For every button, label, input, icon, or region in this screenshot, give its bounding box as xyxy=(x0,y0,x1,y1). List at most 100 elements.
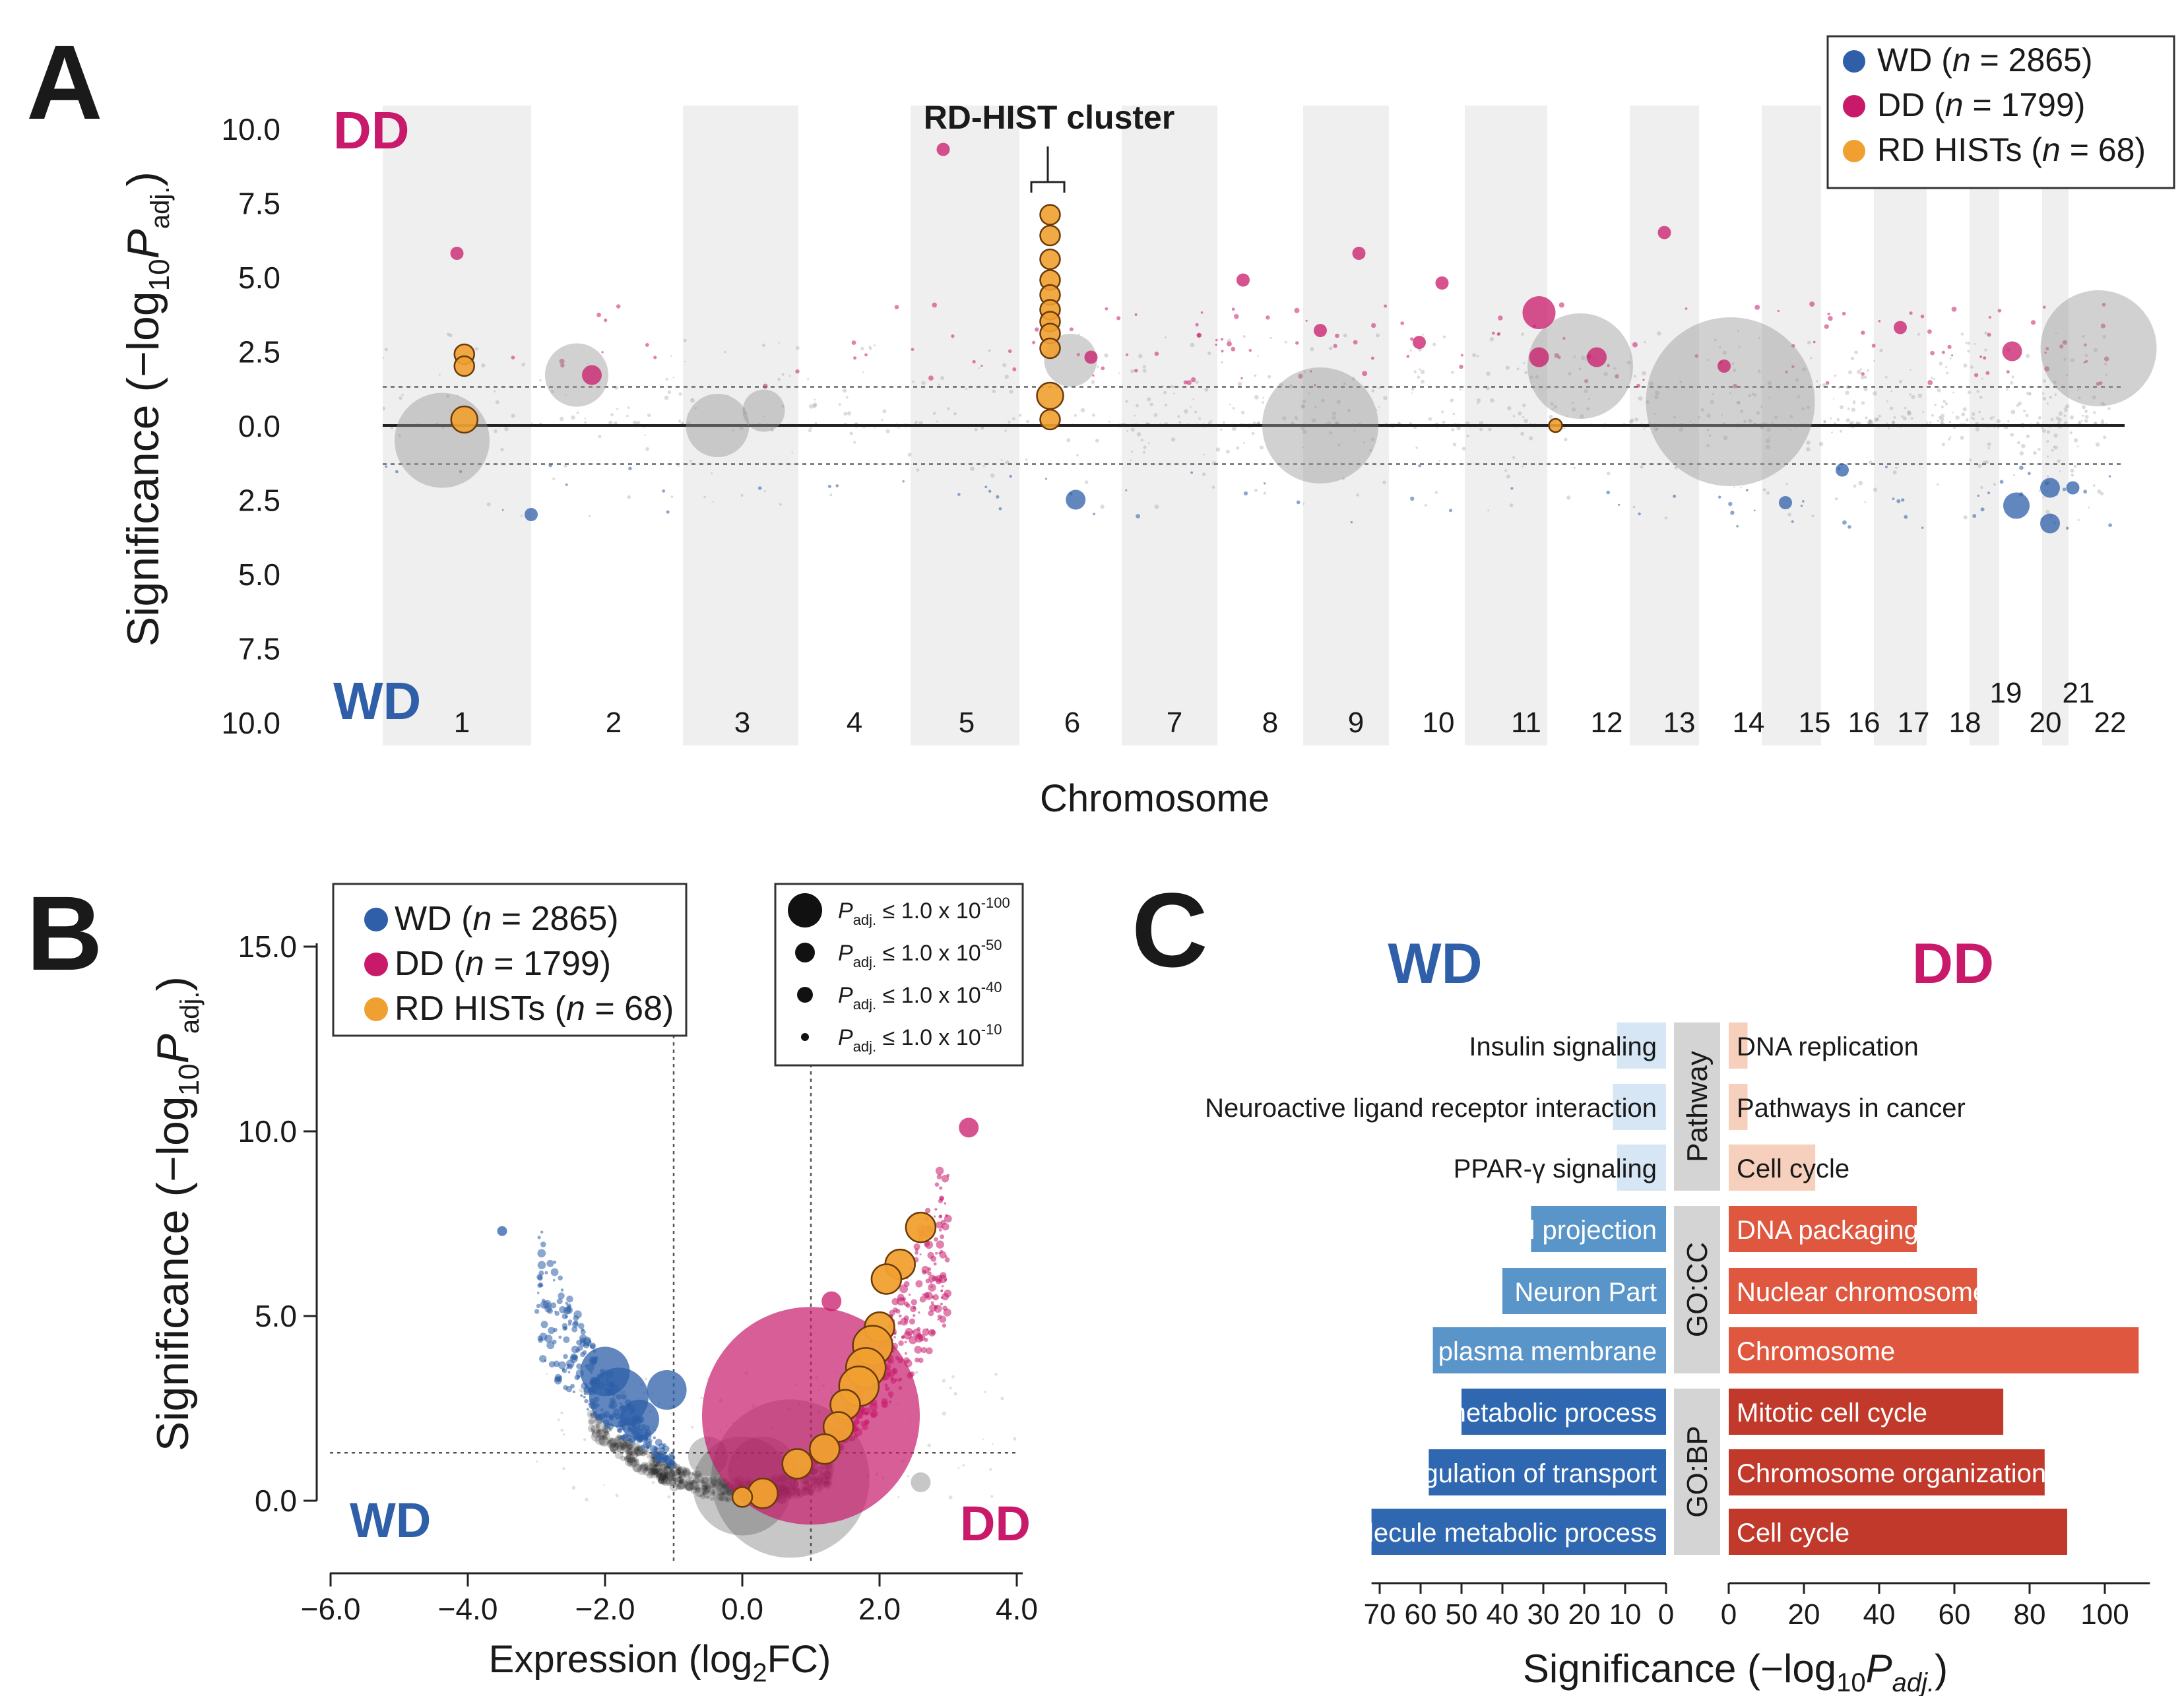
chromosome-label-4: 4 xyxy=(847,707,862,739)
dd-term-6: Chromosome xyxy=(1737,1337,1895,1366)
wd-point-36 xyxy=(2003,492,2030,519)
dd-bar-9 xyxy=(1729,1509,2067,1555)
panel-c-right-ticklabel-3: 40 xyxy=(1863,1598,1896,1631)
rd-point-8 xyxy=(1039,204,1061,226)
size-legend-circle-3 xyxy=(797,987,813,1003)
panel-b-legend-label-rd: RD HISTs (n = 68) xyxy=(395,989,674,1028)
wd-volcano-point-3 xyxy=(620,1399,659,1439)
chromosome-label-1: 1 xyxy=(454,707,470,739)
size-legend-label-4: Padj. ≤ 1.0 x 10-10 xyxy=(838,1021,1002,1055)
panel-b-legend-label-wd: WD (n = 2865) xyxy=(395,900,619,938)
panel-b-legend-label-dd: DD (n = 1799) xyxy=(395,945,611,983)
chromosome-label-18: 18 xyxy=(1949,707,1981,739)
rd-volcano-point-23 xyxy=(809,1433,841,1465)
panel-b-legend-swatch-wd xyxy=(364,908,388,931)
panel-b-legend-box xyxy=(332,883,688,1037)
chromosome-label-15: 15 xyxy=(1799,707,1831,739)
legend-swatch-rd xyxy=(1843,140,1865,162)
chromosome-label-8: 8 xyxy=(1262,707,1278,739)
wd-point-32 xyxy=(1779,496,1792,509)
panel-b-ytick-3: 5.0 xyxy=(255,1299,297,1333)
size-legend-label-2: Padj. ≤ 1.0 x 10-50 xyxy=(838,937,1002,970)
dd-term-3: Cell cycle xyxy=(1737,1154,1849,1183)
wd-point-19 xyxy=(1066,489,1086,510)
chromosome-label-12: 12 xyxy=(1591,707,1623,739)
panel-a-legend-box xyxy=(1826,35,2175,189)
chromosome-label-14: 14 xyxy=(1733,707,1765,739)
wd-point-5 xyxy=(525,508,538,521)
size-legend-circle-4 xyxy=(801,1033,809,1041)
dd-bar-1 xyxy=(1729,1022,1748,1069)
dd-term-7: Mitotic cell cycle xyxy=(1737,1398,1927,1428)
chromosome-label-10: 10 xyxy=(1423,707,1455,739)
panel-c-left-ticklabel-7: 10 xyxy=(1609,1598,1642,1631)
dd-point-6 xyxy=(582,365,602,385)
dd-bar-2 xyxy=(1729,1084,1748,1130)
gray-point-7 xyxy=(1527,313,1633,419)
panel-a-text: 10.0 7.5 5.0 2.5 0.0 2.5 5.0 7.5 10.0 Significanc… xyxy=(26,23,2175,820)
panel-b-xtick-5: 2.0 xyxy=(858,1592,901,1626)
dd-point-30 xyxy=(1657,226,1671,239)
panel-c-left-ticklabel-1: 70 xyxy=(1364,1598,1396,1631)
panel-a-xlabel: Chromosome xyxy=(1040,777,1269,820)
dd-point-21 xyxy=(1237,273,1250,287)
dd-point-25 xyxy=(1435,276,1449,290)
panel-a-ytick-2: 7.5 xyxy=(238,187,280,221)
wd-bar-2 xyxy=(1613,1084,1666,1130)
rd-point-3 xyxy=(453,355,475,377)
chromosome-label-2: 2 xyxy=(606,707,622,739)
size-legend-circle-1 xyxy=(788,893,822,927)
dd-bar-7 xyxy=(1729,1389,2004,1435)
category-label-2: GO:CC xyxy=(1681,1242,1714,1337)
category-strip-1 xyxy=(1674,1022,1720,1191)
panel-b-ytick-1: 15.0 xyxy=(238,929,297,964)
size-legend-label-3: Padj. ≤ 1.0 x 10-40 xyxy=(838,979,1002,1013)
wd-term-2: Neuroactive ligand receptor interaction xyxy=(1205,1094,1657,1123)
panel-a-ytick-1: 10.0 xyxy=(221,112,280,146)
rd-point-4 xyxy=(450,405,478,434)
panel-b-xtick-1: −6.0 xyxy=(301,1592,361,1626)
wd-term-6: Intrinsic component of plasma membrane xyxy=(1172,1337,1657,1366)
wd-term-4: Cell projection xyxy=(1490,1216,1657,1245)
wd-bar-7 xyxy=(1461,1389,1666,1435)
panel-b-dd-corner: DD xyxy=(960,1496,1031,1551)
dd-bar-4 xyxy=(1729,1206,1917,1252)
panel-c-left-ticklabel-2: 60 xyxy=(1405,1598,1437,1631)
wd-term-9: Small molecule metabolic process xyxy=(1258,1519,1657,1548)
category-strip-2 xyxy=(1674,1206,1720,1373)
chromosome-label-22: 22 xyxy=(2094,707,2127,739)
dd-point-26 xyxy=(1522,296,1556,329)
rd-point-10 xyxy=(1039,248,1061,270)
dd-term-4: DNA packaging complex xyxy=(1737,1216,2024,1245)
chromosome-label-5: 5 xyxy=(959,707,975,739)
panel-c-right-ticklabel-4: 60 xyxy=(1939,1598,1971,1631)
gray-point-6 xyxy=(1262,367,1378,484)
panel-c-wd-header: WD xyxy=(1388,932,1482,995)
rd-point-18 xyxy=(1039,408,1061,431)
chromosome-label-17: 17 xyxy=(1898,707,1930,739)
chromosome-label-21: 21 xyxy=(2063,677,2095,709)
dd-point-7 xyxy=(936,142,950,156)
panel-a-scatter-background xyxy=(383,301,2113,530)
panel-c-left-ticklabel-6: 20 xyxy=(1568,1598,1601,1631)
panel-c-left-ticklabel-8: 0 xyxy=(1658,1598,1674,1631)
wd-bar-4 xyxy=(1531,1206,1666,1252)
legend-swatch-dd xyxy=(1843,95,1865,117)
panel-c-left-ticklabel-4: 40 xyxy=(1487,1598,1519,1631)
panel-b-label: B xyxy=(26,874,103,992)
legend-label-rd: RD HISTs (n = 68) xyxy=(1877,131,2146,168)
panel-a-ytick-5: 0.0 xyxy=(238,409,280,443)
panel-b-wd-corner: WD xyxy=(350,1493,431,1548)
wd-bar-1 xyxy=(1617,1022,1666,1069)
rd-point-9 xyxy=(1039,224,1061,247)
panel-a-wd-corner: WD xyxy=(333,672,421,730)
wd-term-8: Regulation of transport xyxy=(1390,1459,1657,1488)
dd-point-20 xyxy=(1084,350,1098,364)
category-strip-3 xyxy=(1674,1389,1720,1555)
dd-volcano-point-12 xyxy=(821,1291,842,1311)
wd-point-38 xyxy=(2040,513,2060,534)
legend-label-wd: WD (n = 2865) xyxy=(1877,42,2093,79)
wd-term-7: Lipid metabolic process xyxy=(1381,1398,1657,1428)
wd-bar-5 xyxy=(1502,1268,1666,1314)
